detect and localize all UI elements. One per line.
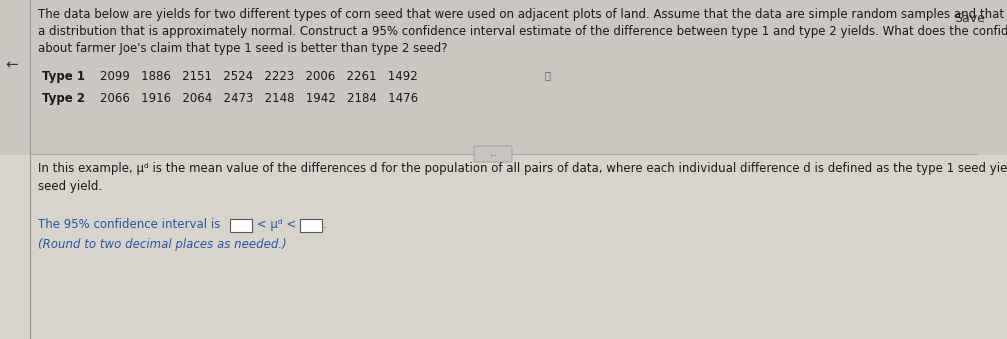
Text: 2099   1886   2151   2524   2223   2006   2261   1492: 2099 1886 2151 2524 2223 2006 2261 1492 bbox=[100, 70, 418, 83]
Bar bbox=[0, 155, 1007, 339]
Text: In this example, μᵈ is the mean value of the differences d for the population of: In this example, μᵈ is the mean value of… bbox=[38, 162, 1007, 193]
Text: < μᵈ <: < μᵈ < bbox=[253, 218, 300, 231]
Text: (Round to two decimal places as needed.): (Round to two decimal places as needed.) bbox=[38, 238, 287, 251]
Text: .: . bbox=[323, 218, 326, 231]
FancyBboxPatch shape bbox=[474, 146, 512, 162]
FancyBboxPatch shape bbox=[230, 219, 252, 232]
Text: Type 1: Type 1 bbox=[42, 70, 85, 83]
Text: Type 2: Type 2 bbox=[42, 92, 85, 105]
Text: 2066   1916   2064   2473   2148   1942   2184   1476: 2066 1916 2064 2473 2148 1942 2184 1476 bbox=[100, 92, 418, 105]
Text: ⎘: ⎘ bbox=[545, 70, 551, 80]
Text: ...: ... bbox=[489, 149, 496, 159]
FancyBboxPatch shape bbox=[300, 219, 322, 232]
Bar bbox=[0, 0, 1007, 155]
Text: Save: Save bbox=[954, 12, 985, 25]
Text: The 95% confidence interval is: The 95% confidence interval is bbox=[38, 218, 225, 231]
Text: The data below are yields for two different types of corn seed that were used on: The data below are yields for two differ… bbox=[38, 8, 1007, 55]
Text: ←: ← bbox=[6, 58, 18, 73]
